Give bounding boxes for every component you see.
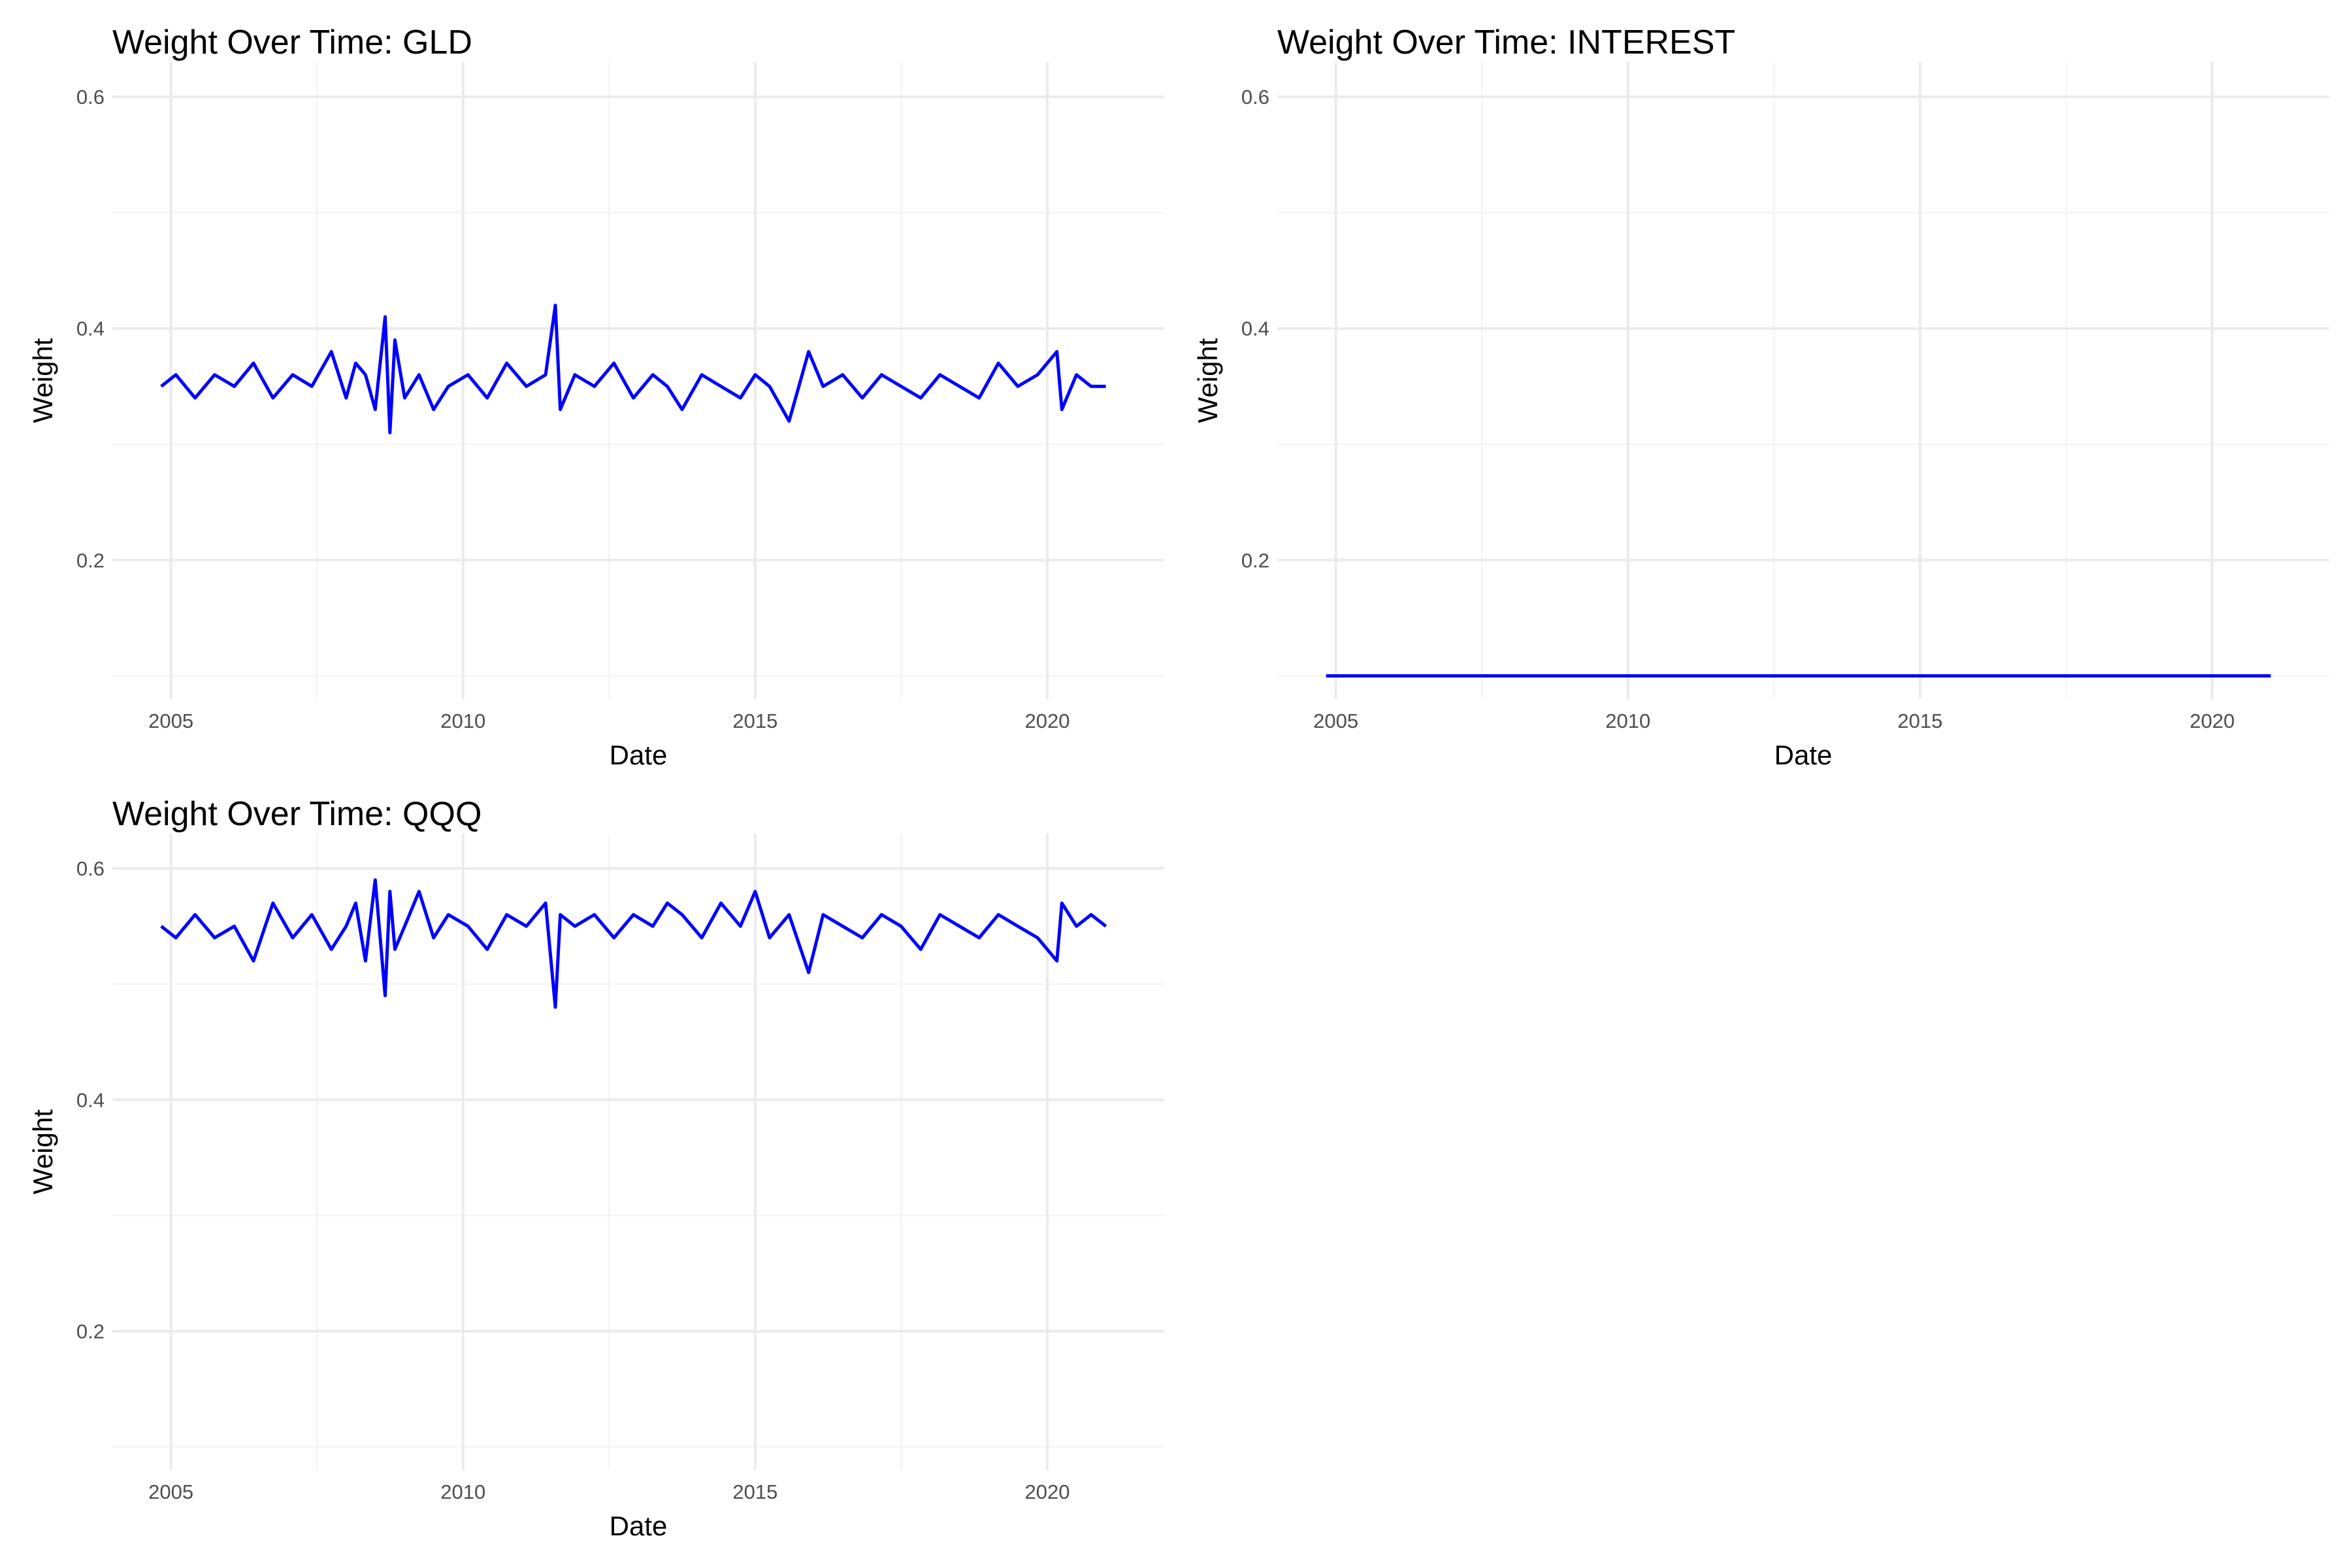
- y-tick-label: 0.4: [76, 1088, 105, 1111]
- x-tick-label: 2020: [1025, 710, 1070, 732]
- y-axis-label: Weight: [27, 338, 58, 423]
- y-tick-label: 0.6: [76, 86, 105, 108]
- y-tick-label: 0.2: [76, 549, 105, 572]
- x-tick-label: 2020: [1025, 1480, 1070, 1503]
- series-line-1: [160, 303, 1106, 434]
- chart-title: Weight Over Time: INTEREST: [1277, 24, 1735, 61]
- x-tick-label: 2005: [148, 1480, 193, 1503]
- x-axis-label: Date: [1774, 740, 1833, 770]
- y-tick-label: 0.4: [76, 318, 105, 340]
- x-tick-label: 2005: [148, 710, 193, 732]
- y-tick-label: 0.2: [76, 1320, 105, 1343]
- y-tick-label: 0.4: [1241, 318, 1269, 340]
- x-axis-label: Date: [610, 740, 668, 770]
- x-tick-label: 2010: [440, 710, 485, 732]
- x-tick-label: 2020: [2190, 710, 2235, 732]
- x-tick-label: 2015: [1897, 710, 1942, 732]
- x-axis-label: Date: [610, 1511, 668, 1541]
- chart-title: Weight Over Time: QQQ: [112, 795, 482, 833]
- chart-title: Weight Over Time: GLD: [112, 24, 472, 61]
- x-tick-label: 2010: [440, 1480, 485, 1503]
- y-tick-label: 0.6: [76, 857, 105, 880]
- x-tick-label: 2015: [732, 710, 777, 732]
- y-tick-label: 0.2: [1241, 549, 1269, 572]
- y-axis-label: Weight: [27, 1109, 58, 1194]
- panel-3: 0.2 0.4 0.6 2005 2010 2015 2020 Weight Over Tim…: [27, 795, 1164, 1541]
- panel-1: 0.2 0.4 0.6 2005 2010 2015 2020 Weight Over Tim…: [27, 24, 1164, 770]
- x-tick-label: 2005: [1313, 710, 1358, 732]
- x-tick-label: 2010: [1605, 710, 1650, 732]
- panel-2: 0.2 0.4 0.6 2005 2010 2015 2020 Weight Over Tim…: [1192, 24, 2329, 770]
- y-axis-label: Weight: [1192, 338, 1223, 423]
- x-tick-label: 2015: [732, 1480, 777, 1503]
- series-line-1: [160, 878, 1107, 1009]
- y-tick-label: 0.6: [1241, 86, 1269, 108]
